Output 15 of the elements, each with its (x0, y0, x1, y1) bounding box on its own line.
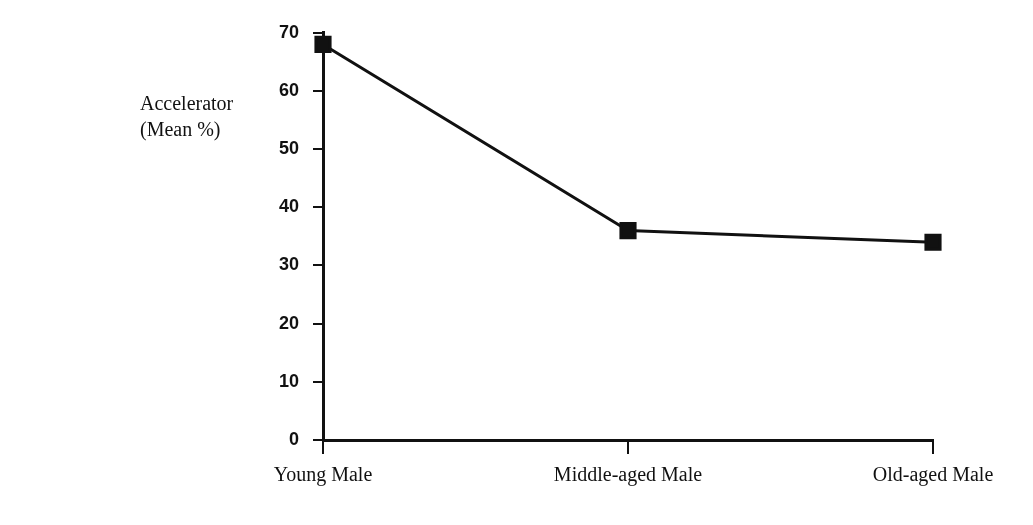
y-tick-label: 30 (278, 254, 299, 275)
y-tick-label: 40 (278, 196, 299, 217)
point (314, 35, 332, 54)
y-tick-label: 0 (288, 428, 299, 449)
x-tick-label: Old-aged Male (872, 463, 994, 487)
x-tick-label: Young Male (273, 463, 373, 487)
point (924, 233, 942, 251)
y-tick-label: 10 (278, 370, 299, 391)
y-tick-label: 50 (278, 138, 299, 159)
y-tick-label: 70 (278, 21, 299, 42)
y-tick-label: 20 (278, 312, 299, 333)
x-tick-label: Middle-aged Male (553, 463, 703, 487)
point (619, 222, 637, 240)
y-axis-title: Accelerator (Mean %) (140, 91, 235, 142)
y-tick-label: 60 (278, 79, 299, 100)
